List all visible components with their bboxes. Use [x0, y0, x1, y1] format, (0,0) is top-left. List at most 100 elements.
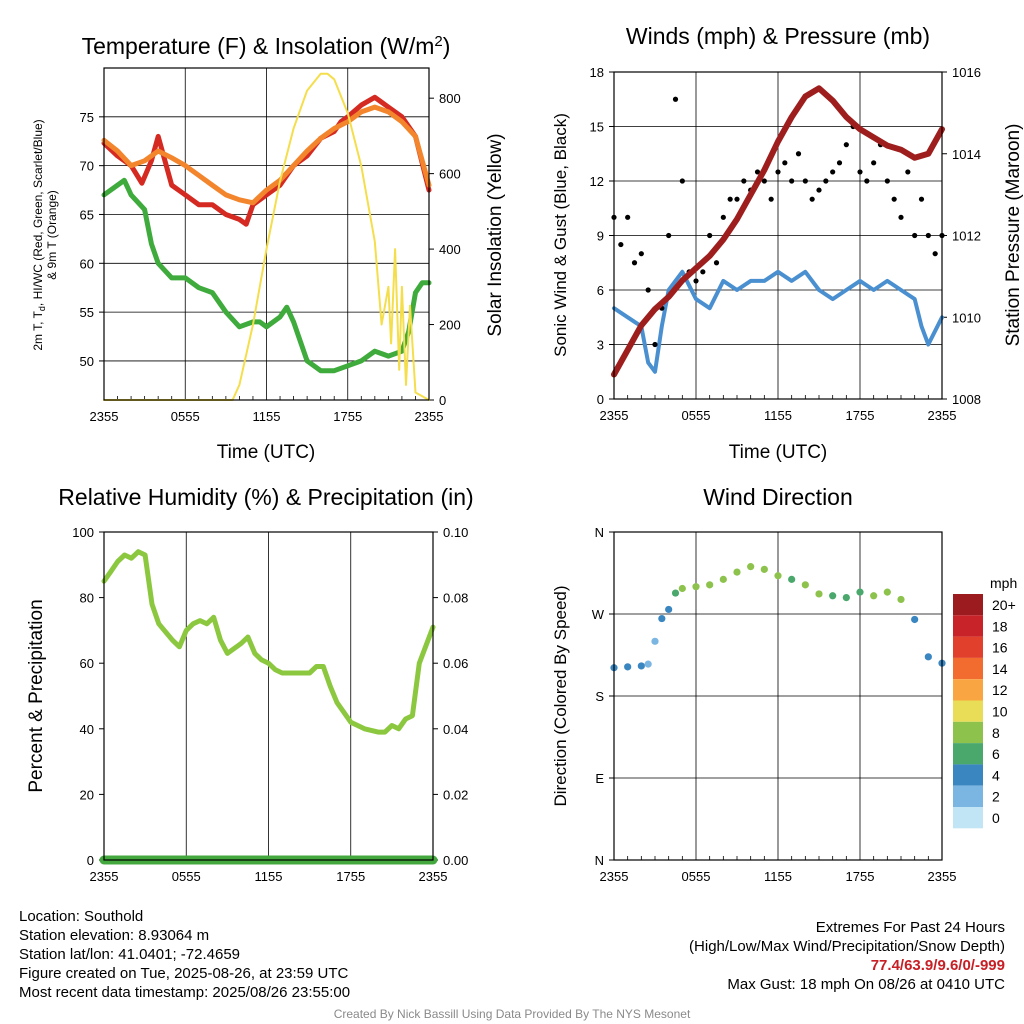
direction-point — [829, 592, 837, 600]
gust-point — [707, 232, 713, 239]
colorbar-cell — [953, 594, 983, 616]
direction-point — [801, 581, 809, 589]
y2-tick-label: 600 — [439, 167, 461, 182]
direction-plot-frame — [613, 531, 943, 861]
winds-ylabel-left: Sonic Wind & Gust (Blue, Black) — [551, 113, 570, 357]
direction-panel: Wind Direction Direction (Colored By Spe… — [551, 484, 956, 884]
gust-point — [700, 269, 706, 275]
direction-point — [788, 575, 796, 583]
gust-point — [638, 251, 644, 257]
y-tick-label: 0 — [597, 392, 604, 407]
gust-point — [727, 196, 733, 202]
x-tick-label: 1755 — [846, 408, 875, 423]
gust-point — [775, 169, 781, 175]
extremes-description: (High/Low/Max Wind/Precipitation/Snow De… — [689, 938, 1005, 955]
colorbar-cell — [953, 785, 983, 807]
colorbar-label: 0 — [992, 810, 1000, 826]
x-tick-label: 2355 — [419, 869, 448, 884]
direction-point — [678, 584, 686, 593]
extremes-values: 77.4/63.9/9.6/0/-999 — [870, 957, 1005, 974]
x-tick-label: 1155 — [764, 869, 792, 884]
direction-point — [658, 614, 666, 623]
y-tick-label: 15 — [590, 120, 604, 135]
temperature-ylabel-left-line2: & 9m T (Orange) — [45, 190, 59, 280]
colorbar-cell — [953, 764, 983, 786]
colorbar-label: 14 — [992, 661, 1008, 677]
gust-point — [789, 178, 795, 184]
y2-tick-label: 0.02 — [443, 787, 468, 802]
speed-colorbar: mph 20+ 18 16 14 12 10 8 6 4 2 0 — [953, 575, 1017, 829]
y-tick-label: 40 — [80, 722, 94, 737]
y-tick-label: 70 — [80, 159, 94, 174]
temperature-title: Temperature (F) & Insolation (W/m2) — [82, 33, 451, 59]
direction-point — [774, 572, 782, 580]
gust-point — [761, 178, 767, 184]
x-tick-label: 0555 — [172, 869, 201, 884]
winds-xlabel: Time (UTC) — [729, 442, 828, 463]
gust-point — [843, 142, 849, 148]
y-tick-label: 0 — [87, 853, 94, 868]
y2-tick-label: 0.04 — [443, 722, 468, 737]
gust-point — [741, 178, 747, 184]
y2-tick-label: 0.08 — [443, 591, 468, 606]
y-tick-label: 50 — [80, 354, 94, 369]
x-tick-label: 1155 — [253, 409, 281, 424]
colorbar-label: 10 — [992, 704, 1008, 720]
x-tick-label: 2355 — [415, 409, 444, 424]
gust-point — [802, 178, 808, 184]
gust-point — [809, 196, 815, 202]
gust-point — [925, 232, 931, 239]
x-tick-label: 1155 — [255, 869, 283, 884]
direction-point — [719, 575, 727, 583]
y2-tick-label: 1016 — [952, 65, 981, 80]
x-tick-label: 1155 — [764, 408, 792, 423]
temperature-ylabel-right: Solar Insolation (Yellow) — [485, 133, 506, 336]
direction-point — [651, 637, 659, 645]
humidity-title: Relative Humidity (%) & Precipitation (i… — [58, 484, 473, 510]
y2-tick-label: 1010 — [952, 310, 981, 325]
y-tick-label: 6 — [597, 283, 604, 298]
y-tick-label: N — [595, 853, 604, 868]
colorbar-cell — [953, 679, 983, 701]
x-tick-label: 1755 — [333, 409, 362, 424]
gust-point — [864, 178, 870, 184]
winds-ylabel-right: Station Pressure (Maroon) — [1003, 124, 1024, 347]
y-tick-label: 3 — [597, 338, 604, 353]
colorbar-cell — [953, 807, 983, 829]
colorbar-cell — [953, 636, 983, 658]
y-tick-label: S — [595, 689, 604, 704]
direction-point — [747, 563, 755, 571]
y2-tick-label: 0.00 — [443, 853, 468, 868]
y-tick-label: 75 — [80, 110, 94, 125]
colorbar-label: 2 — [992, 789, 1000, 805]
winds-panel: Winds (mph) & Pressure (mb) Sonic Wind &… — [551, 23, 1024, 463]
station-location: Location: Southold — [19, 908, 144, 925]
direction-point — [692, 583, 700, 591]
temperature-plot-frame — [103, 67, 430, 401]
x-tick-label: 2355 — [90, 409, 119, 424]
station-elevation: Station elevation: 8.93064 m — [19, 927, 210, 944]
direction-point — [671, 589, 680, 597]
gust-point — [713, 260, 720, 266]
extremes-title: Extremes For Past 24 Hours — [815, 919, 1005, 936]
direction-point — [911, 615, 919, 624]
x-tick-label: 2355 — [600, 869, 629, 884]
direction-point — [624, 663, 632, 671]
humidity-panel: Relative Humidity (%) & Precipitation (i… — [26, 484, 474, 884]
gust-point — [918, 196, 925, 202]
colorbar-cell — [953, 615, 983, 637]
colorbar-label: 16 — [992, 640, 1008, 656]
x-tick-label: 0555 — [682, 869, 711, 884]
gust-point — [652, 341, 658, 348]
direction-point — [924, 653, 932, 661]
gust-point — [932, 251, 938, 257]
y-tick-label: 60 — [80, 656, 94, 671]
gust-point — [768, 196, 774, 202]
gust-point — [891, 196, 897, 202]
gust-point — [871, 160, 877, 166]
series-relative-humidity — [101, 549, 436, 735]
x-tick-label: 1755 — [846, 869, 875, 884]
direction-point — [644, 660, 652, 668]
colorbar-label: 4 — [992, 767, 1000, 783]
